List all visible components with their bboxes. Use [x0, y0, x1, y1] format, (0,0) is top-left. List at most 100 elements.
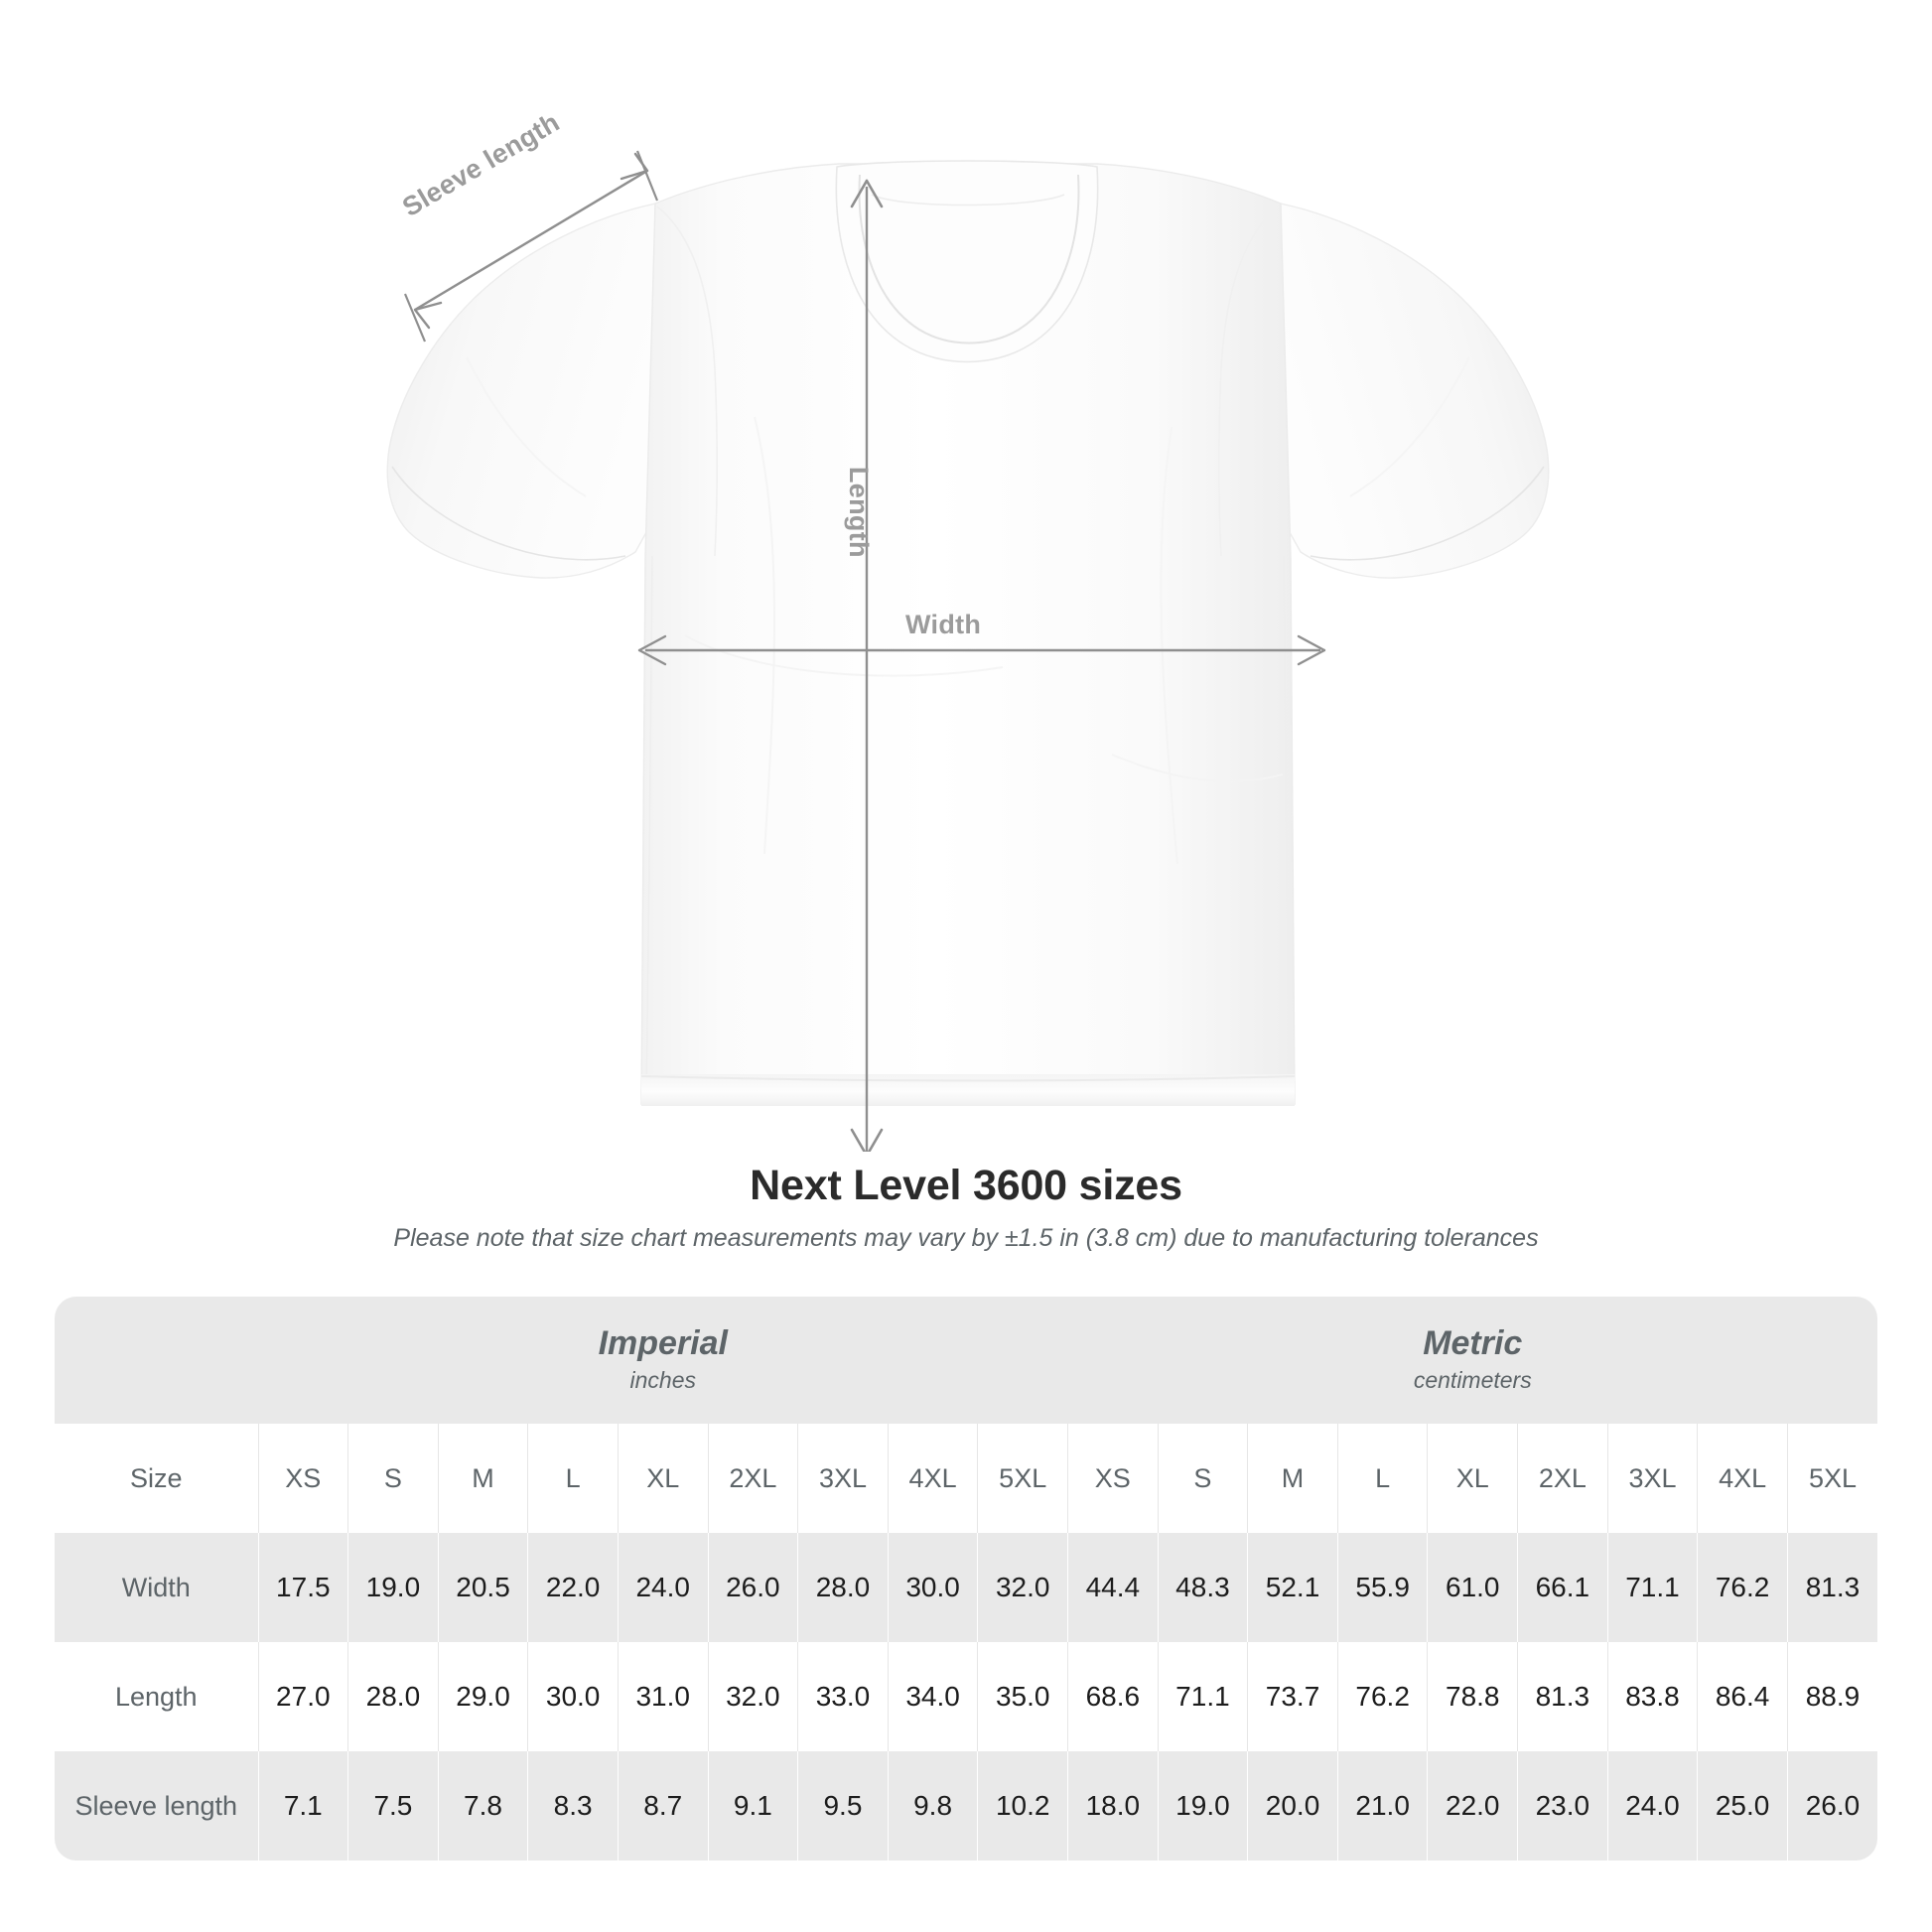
right-shoulder-seam — [1217, 206, 1280, 557]
cell-length-s-imperial: 28.0 — [347, 1642, 439, 1751]
unit-header-metric: Metric centimeters — [1067, 1297, 1878, 1424]
cell-length-l-imperial: 30.0 — [527, 1642, 619, 1751]
size-chart-table-wrapper: Imperial inches Metric centimeters Size XS S M L… — [55, 1297, 1878, 1861]
cell-width-m-imperial: 20.5 — [437, 1533, 528, 1642]
size-column-header-xs-imperial: XS — [257, 1424, 348, 1533]
cell-width-5xl-imperial: 32.0 — [977, 1533, 1068, 1642]
sleeve-tick-start — [403, 293, 427, 343]
cell-sleeve-length-s-metric: 19.0 — [1157, 1751, 1248, 1861]
cell-length-2xl-metric: 81.3 — [1517, 1642, 1608, 1751]
cell-sleeve-length-2xl-imperial: 9.1 — [707, 1751, 798, 1861]
left-side-seam — [645, 555, 653, 1103]
cell-sleeve-length-2xl-metric: 23.0 — [1517, 1751, 1608, 1861]
size-column-header-s-imperial: S — [347, 1424, 439, 1533]
width-label: Width — [905, 610, 982, 639]
table-row: Width 17.5 19.0 20.5 22.0 24.0 26.0 28.0 30.0 32.… — [55, 1533, 1878, 1642]
cell-sleeve-length-l-imperial: 8.3 — [527, 1751, 619, 1861]
title-block: Next Level 3600 sizes Please note that s… — [0, 1162, 1932, 1253]
width-arrowhead-right — [1297, 634, 1326, 666]
cell-width-3xl-imperial: 28.0 — [797, 1533, 889, 1642]
hem-stitch-line — [640, 1075, 1296, 1082]
cell-length-m-metric: 73.7 — [1247, 1642, 1338, 1751]
cell-sleeve-length-l-metric: 21.0 — [1336, 1751, 1428, 1861]
right-side-seam — [1283, 555, 1291, 1103]
cell-width-2xl-metric: 66.1 — [1517, 1533, 1608, 1642]
cell-width-5xl-metric: 81.3 — [1786, 1533, 1878, 1642]
size-column-header-2xl-imperial: 2XL — [707, 1424, 798, 1533]
table-row: Sleeve length 7.1 7.5 7.8 8.3 8.7 9.1 9.5 9.8 10.… — [55, 1751, 1878, 1861]
unit-name: Metric — [1423, 1323, 1523, 1362]
cell-length-4xl-imperial: 34.0 — [887, 1642, 978, 1751]
cell-sleeve-length-xl-metric: 22.0 — [1427, 1751, 1518, 1861]
cell-width-l-metric: 55.9 — [1336, 1533, 1428, 1642]
length-arrowhead-top — [850, 179, 884, 208]
cell-width-s-metric: 48.3 — [1157, 1533, 1248, 1642]
cell-width-3xl-metric: 71.1 — [1606, 1533, 1698, 1642]
size-column-header-xs-metric: XS — [1067, 1424, 1159, 1533]
cell-sleeve-length-s-imperial: 7.5 — [347, 1751, 439, 1861]
row-label-width: Width — [55, 1533, 258, 1642]
cell-width-4xl-metric: 76.2 — [1697, 1533, 1788, 1642]
length-label: Length — [844, 467, 874, 558]
cell-width-xs-metric: 44.4 — [1067, 1533, 1159, 1642]
cell-sleeve-length-xs-metric: 18.0 — [1067, 1751, 1159, 1861]
sleeve-length-dimension — [403, 150, 659, 343]
cell-length-3xl-imperial: 33.0 — [797, 1642, 889, 1751]
cell-length-xs-metric: 68.6 — [1067, 1642, 1159, 1751]
cell-length-xs-imperial: 27.0 — [257, 1642, 348, 1751]
unit-banner-spacer — [55, 1297, 258, 1424]
row-label-length: Length — [55, 1642, 258, 1751]
size-column-header-m-metric: M — [1247, 1424, 1338, 1533]
page-title: Next Level 3600 sizes — [750, 1162, 1182, 1209]
cell-sleeve-length-m-imperial: 7.8 — [437, 1751, 528, 1861]
size-column-header-s-metric: S — [1157, 1424, 1248, 1533]
table-row: Length 27.0 28.0 29.0 30.0 31.0 32.0 33.0 34.0 35… — [55, 1642, 1878, 1751]
cell-length-5xl-imperial: 35.0 — [977, 1642, 1068, 1751]
right-sleeve-hem — [1310, 466, 1545, 561]
cell-sleeve-length-m-metric: 20.0 — [1247, 1751, 1338, 1861]
cell-length-4xl-metric: 86.4 — [1697, 1642, 1788, 1751]
size-column-header-5xl-imperial: 5XL — [977, 1424, 1068, 1533]
collar-inner-edge — [858, 174, 1080, 345]
cell-sleeve-length-3xl-imperial: 9.5 — [797, 1751, 889, 1861]
bottom-hem — [641, 1074, 1295, 1106]
size-column-header-5xl-metric: 5XL — [1786, 1424, 1878, 1533]
cell-sleeve-length-xl-imperial: 8.7 — [617, 1751, 709, 1861]
right-sleeve — [1280, 203, 1550, 579]
collar-stitch — [871, 194, 1065, 207]
cell-width-xs-imperial: 17.5 — [257, 1533, 348, 1642]
cell-length-l-metric: 76.2 — [1336, 1642, 1428, 1751]
width-dimension — [637, 634, 1326, 666]
cell-sleeve-length-3xl-metric: 24.0 — [1606, 1751, 1698, 1861]
tshirt-diagram: Sleeve length Length Width — [386, 107, 1550, 1152]
unit-name: Imperial — [598, 1323, 728, 1362]
cell-width-m-metric: 52.1 — [1247, 1533, 1338, 1642]
length-arrowhead-bottom — [850, 1128, 884, 1152]
cell-length-xl-metric: 78.8 — [1427, 1642, 1518, 1751]
cell-sleeve-length-xs-imperial: 7.1 — [257, 1751, 348, 1861]
cell-length-3xl-metric: 83.8 — [1606, 1642, 1698, 1751]
size-column-header-l-imperial: L — [527, 1424, 619, 1533]
cell-length-s-metric: 71.1 — [1157, 1642, 1248, 1751]
cell-sleeve-length-4xl-imperial: 9.8 — [887, 1751, 978, 1861]
width-arrowhead-left — [637, 634, 667, 666]
size-column-header-3xl-metric: 3XL — [1606, 1424, 1698, 1533]
sleeve-length-arrow-line — [414, 169, 648, 312]
cell-length-xl-imperial: 31.0 — [617, 1642, 709, 1751]
size-chart-table: Imperial inches Metric centimeters Size XS S M L… — [55, 1297, 1878, 1861]
cell-sleeve-length-5xl-imperial: 10.2 — [977, 1751, 1068, 1861]
cell-length-5xl-metric: 88.9 — [1786, 1642, 1878, 1751]
size-column-header-2xl-metric: 2XL — [1517, 1424, 1608, 1533]
sleeve-arrowhead-start — [413, 301, 443, 330]
unit-subtitle: centimeters — [1413, 1367, 1532, 1394]
tshirt-illustration — [386, 150, 1550, 1152]
cell-width-4xl-imperial: 30.0 — [887, 1533, 978, 1642]
unit-banner-row: Imperial inches Metric centimeters — [55, 1297, 1878, 1424]
cell-width-xl-metric: 61.0 — [1427, 1533, 1518, 1642]
left-shoulder-seam — [656, 206, 719, 557]
unit-header-imperial: Imperial inches — [258, 1297, 1068, 1424]
size-column-header-4xl-imperial: 4XL — [887, 1424, 978, 1533]
sleeve-tick-end — [635, 150, 659, 202]
size-column-header-xl-imperial: XL — [617, 1424, 709, 1533]
tolerance-note: Please note that size chart measurements… — [393, 1224, 1539, 1252]
